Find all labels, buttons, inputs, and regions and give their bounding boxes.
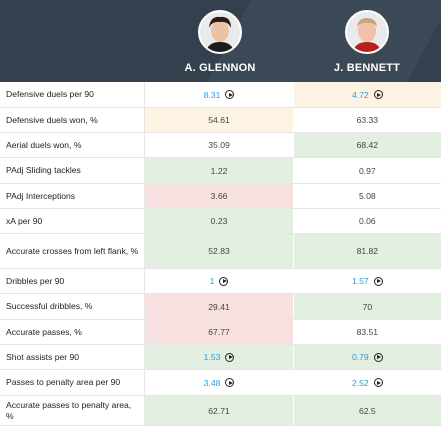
player-2-value: 0.79 xyxy=(351,352,369,362)
player-2-value-cell[interactable]: 1.57 xyxy=(293,269,441,293)
player-2-name: J. BENNETT xyxy=(333,62,401,74)
player-2-value: 2.52 xyxy=(351,377,369,388)
player-1-value-cell: 67.77 xyxy=(145,320,293,344)
player-2-value-cell: 0.06 xyxy=(293,209,441,233)
player-1-value-cell: 0.23 xyxy=(145,209,293,233)
player-2-value: 62.5 xyxy=(358,405,376,416)
stat-row: Passes to penalty area per 90 3.48 2.52 xyxy=(0,370,441,396)
stat-label: Dribbles per 90 xyxy=(0,269,146,293)
player-1-value-cell: 3.66 xyxy=(145,184,293,208)
player-2-value: 68.42 xyxy=(356,140,379,150)
stat-row: Successful dribbles, % 29.41 70 xyxy=(0,294,441,320)
player-2-value-cell: 63.33 xyxy=(293,108,441,132)
player-2-value: 0.97 xyxy=(358,165,376,176)
player-1-value: 52.83 xyxy=(208,246,230,256)
player-1-value: 8.31 xyxy=(203,89,221,100)
player-1-value: 0.23 xyxy=(210,216,228,226)
stat-label: Passes to penalty area per 90 xyxy=(0,370,146,395)
stat-row: PAdj Sliding tackles 1.22 0.97 xyxy=(0,158,441,184)
stat-row: xA per 90 0.23 0.06 xyxy=(0,209,441,234)
player-2-value: 0.06 xyxy=(358,216,376,226)
stat-row: Accurate crosses from left flank, % 52.83… xyxy=(0,234,441,269)
player-1-value: 35.09 xyxy=(208,140,230,150)
player-2-value: 70 xyxy=(362,301,373,312)
player-2-value: 5.08 xyxy=(358,191,376,201)
player-1-value-cell: 54.61 xyxy=(145,108,293,132)
player-1-value: 3.48 xyxy=(203,377,221,388)
player-2-value: 1.57 xyxy=(351,276,369,286)
stat-row: Shot assists per 90 1.53 0.79 xyxy=(0,345,441,370)
player-2-value-cell[interactable]: 0.79 xyxy=(293,345,441,369)
player-2-value-cell: 70 xyxy=(293,294,441,319)
stat-label: Accurate crosses from left flank, % xyxy=(0,234,146,268)
stat-row: Defensive duels per 90 8.31 4.72 xyxy=(0,82,441,108)
stat-row: Dribbles per 90 1 1.57 xyxy=(0,269,441,294)
stat-row: Aerial duels won, % 35.09 68.42 xyxy=(0,133,441,158)
player-1-value: 1 xyxy=(209,276,215,286)
player-2-value: 81.82 xyxy=(356,246,379,256)
play-video-icon[interactable] xyxy=(225,378,235,387)
player-2-value: 4.72 xyxy=(351,89,369,100)
stat-row: Accurate passes, % 67.77 83.51 xyxy=(0,320,441,345)
player-1-value-cell: 29.41 xyxy=(145,294,293,319)
stats-table: Defensive duels per 90 8.31 4.72 Defensive … xyxy=(0,82,441,426)
stat-label: Accurate passes to penalty area, % xyxy=(0,396,146,425)
player-1-header: A. GLENNON xyxy=(146,10,294,74)
stat-label: Aerial duels won, % xyxy=(0,133,146,157)
play-video-icon[interactable] xyxy=(373,378,383,387)
stat-row: Defensive duels won, % 54.61 63.33 xyxy=(0,108,441,133)
player-2-value-cell: 81.82 xyxy=(293,234,441,268)
comparison-header: A. GLENNON J. BENNETT xyxy=(0,0,441,82)
player-1-value-cell[interactable]: 8.31 xyxy=(145,82,293,107)
play-video-icon[interactable] xyxy=(225,90,235,99)
player-1-value-cell: 35.09 xyxy=(145,133,293,157)
player-1-value: 67.77 xyxy=(208,327,230,337)
player-2-value-cell: 5.08 xyxy=(293,184,441,208)
player-1-value: 54.61 xyxy=(208,115,230,125)
player-2-value-cell: 83.51 xyxy=(293,320,441,344)
player-2-header: J. BENNETT xyxy=(293,10,441,74)
player-1-name: A. GLENNON xyxy=(184,62,256,74)
stat-label: PAdj Interceptions xyxy=(0,184,146,208)
player-1-value-cell: 1.22 xyxy=(145,158,293,183)
play-video-icon[interactable] xyxy=(373,90,383,99)
stat-label: PAdj Sliding tackles xyxy=(0,158,146,183)
player-1-value: 29.41 xyxy=(208,301,230,312)
player-1-value-cell[interactable]: 1 xyxy=(145,269,293,293)
player-1-value-cell[interactable]: 3.48 xyxy=(145,370,293,395)
player-1-value-cell[interactable]: 1.53 xyxy=(145,345,293,369)
player-2-value: 83.51 xyxy=(356,327,379,337)
stat-row: PAdj Interceptions 3.66 5.08 xyxy=(0,184,441,209)
player-1-value: 3.66 xyxy=(210,191,228,201)
play-video-icon[interactable] xyxy=(219,276,229,286)
stat-label: Defensive duels won, % xyxy=(0,108,146,132)
player-2-value-cell: 0.97 xyxy=(293,158,441,183)
stat-label: xA per 90 xyxy=(0,209,146,233)
player-2-value-cell[interactable]: 4.72 xyxy=(293,82,441,107)
player-1-avatar xyxy=(198,10,242,54)
play-video-icon[interactable] xyxy=(373,352,383,362)
play-video-icon[interactable] xyxy=(225,352,235,362)
player-1-value: 62.71 xyxy=(208,405,230,416)
stat-label: Successful dribbles, % xyxy=(0,294,146,319)
player-1-value: 1.22 xyxy=(210,165,228,176)
player-2-value-cell: 68.42 xyxy=(293,133,441,157)
player-1-value-cell: 62.71 xyxy=(145,396,293,425)
stat-label: Accurate passes, % xyxy=(0,320,146,344)
player-2-value-cell[interactable]: 2.52 xyxy=(293,370,441,395)
player-2-value: 63.33 xyxy=(356,115,379,125)
stat-label: Shot assists per 90 xyxy=(0,345,146,369)
player-2-avatar xyxy=(345,10,389,54)
player-1-value-cell: 52.83 xyxy=(145,234,293,268)
stat-row: Accurate passes to penalty area, % 62.71 6… xyxy=(0,396,441,426)
player-2-value-cell: 62.5 xyxy=(293,396,441,425)
play-video-icon[interactable] xyxy=(373,276,383,286)
stat-label: Defensive duels per 90 xyxy=(0,82,146,107)
player-1-value: 1.53 xyxy=(203,352,221,362)
